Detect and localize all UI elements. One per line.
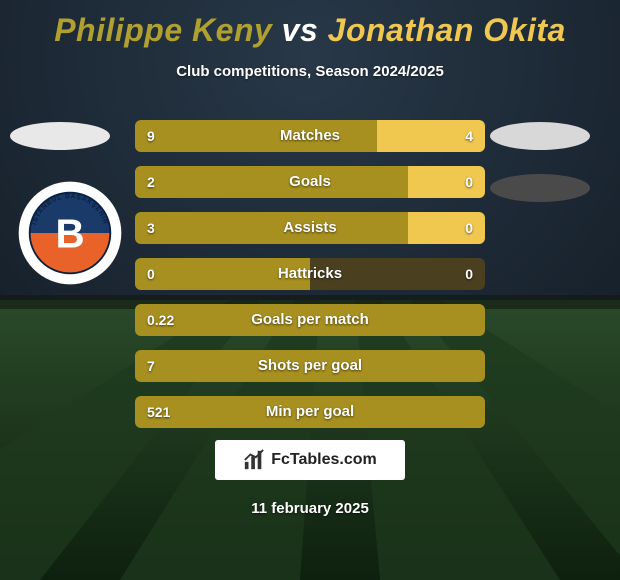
stat-label: Min per goal [135,396,485,428]
player2-placeholder-ellipse-2 [490,174,590,202]
stat-label: Hattricks [135,258,485,290]
stats-container: Matches94Goals20Assists30Hattricks00Goal… [135,120,485,442]
club-badge: B ISTANBUL BAŞAKŞEHİR [15,178,125,288]
stat-value-left: 521 [147,396,170,428]
club-badge-letter: B [55,211,84,257]
stat-row: Matches9 4 [135,120,485,152]
stat-value-right: 4 [465,120,473,152]
stat-value-left: 7 [147,350,155,382]
vs-text: vs [282,12,319,48]
chart-icon [243,449,265,471]
stat-value-left: 0 [147,258,155,290]
subtitle: Club competitions, Season 2024/2025 [0,63,620,80]
stat-value-right: 0 [465,258,473,290]
stat-label: Matches [135,120,485,152]
stat-label: Shots per goal [135,350,485,382]
player1-placeholder-ellipse [10,122,110,150]
stat-label: Assists [135,212,485,244]
stat-value-right: 0 [465,166,473,198]
stat-row: Min per goal521 [135,396,485,428]
stat-value-left: 2 [147,166,155,198]
player2-name: Jonathan Okita [328,12,566,48]
stat-row: Hattricks0 0 [135,258,485,290]
player1-name: Philippe Keny [54,12,272,48]
stat-row: Shots per goal7 [135,350,485,382]
date-text: 11 february 2025 [0,500,620,517]
player2-placeholder-ellipse-1 [490,122,590,150]
branding-text: FcTables.com [271,451,377,469]
stat-value-left: 0.22 [147,304,174,336]
stat-label: Goals per match [135,304,485,336]
branding-box: FcTables.com [215,440,405,480]
stat-label: Goals [135,166,485,198]
stat-value-left: 9 [147,120,155,152]
comparison-title: Philippe Keny vs Jonathan Okita [0,12,620,49]
stat-value-left: 3 [147,212,155,244]
stat-row: Goals per match0.22 [135,304,485,336]
stat-value-right: 0 [465,212,473,244]
stat-row: Goals2 0 [135,166,485,198]
stat-row: Assists3 0 [135,212,485,244]
